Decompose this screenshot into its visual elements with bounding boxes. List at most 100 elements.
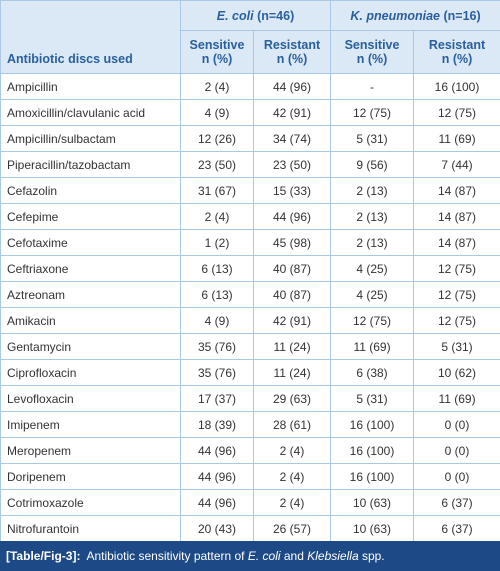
value-cell: 11 (69)	[330, 333, 415, 360]
group-n: (n=46)	[257, 8, 295, 23]
table-row: Aztreonam 6 (13) 40 (87) 4 (25) 12 (75)	[0, 281, 500, 308]
value-cell: 16 (100)	[330, 437, 415, 464]
value-cell: 12 (75)	[413, 99, 500, 126]
header-cell: Resistant n (%)	[413, 30, 500, 74]
value-cell: 4 (9)	[180, 99, 254, 126]
value-cell: 16 (100)	[413, 73, 500, 100]
value-cell: 42 (91)	[252, 99, 332, 126]
sensitivity-table: Antibiotic discs used E. coli (n=46) K. …	[0, 0, 500, 542]
table-row: Meropenem 44 (96) 2 (4) 16 (100) 0 (0)	[0, 437, 500, 464]
group-n: (n=16)	[443, 8, 481, 23]
antibiotic-name: Ampicillin/sulbactam	[0, 125, 181, 152]
value-cell: 15 (33)	[252, 177, 332, 204]
value-cell: 0 (0)	[413, 437, 500, 464]
value-cell: 29 (63)	[252, 385, 332, 412]
value-cell: 44 (96)	[252, 203, 332, 230]
value-cell: 1 (2)	[180, 229, 254, 256]
table-row: Levofloxacin 17 (37) 29 (63) 5 (31) 11 (69)	[0, 385, 500, 412]
value-cell: 6 (13)	[180, 255, 254, 282]
antibiotic-name: Cefotaxime	[0, 229, 181, 256]
value-cell: 2 (4)	[252, 437, 332, 464]
antibiotic-name: Ceftriaxone	[0, 255, 181, 282]
antibiotic-name: Piperacillin/tazobactam	[0, 151, 181, 178]
header-line: Resistant	[263, 38, 321, 52]
value-cell: 6 (38)	[330, 359, 415, 386]
value-cell: 35 (76)	[180, 333, 254, 360]
header-cell: Antibiotic discs used	[0, 0, 181, 74]
value-cell: 28 (61)	[252, 411, 332, 438]
antibiotic-name: Amikacin	[0, 307, 181, 334]
value-cell: 4 (25)	[330, 255, 415, 282]
antibiotic-name: Cefepime	[0, 203, 181, 230]
table-row: Imipenem 18 (39) 28 (61) 16 (100) 0 (0)	[0, 411, 500, 438]
antibiotic-name: Gentamycin	[0, 333, 181, 360]
table-row: Amikacin 4 (9) 42 (91) 12 (75) 12 (75)	[0, 307, 500, 334]
value-cell: 2 (4)	[252, 463, 332, 490]
caption-text: Klebsiella	[307, 549, 359, 563]
organism: E. coli	[216, 8, 254, 23]
value-cell: 12 (75)	[413, 255, 500, 282]
header-row: Antibiotic discs used E. coli (n=46) K. …	[0, 0, 500, 74]
value-cell: 44 (96)	[252, 73, 332, 100]
value-cell: 34 (74)	[252, 125, 332, 152]
value-cell: 42 (91)	[252, 307, 332, 334]
header-cell: Sensitive n (%)	[330, 30, 415, 74]
antibiotic-name: Cotrimoxazole	[0, 489, 181, 516]
antibiotic-name: Nitrofurantoin	[0, 515, 181, 542]
antibiotic-name: Ampicillin	[0, 73, 181, 100]
value-cell: 14 (87)	[413, 177, 500, 204]
value-cell: 16 (100)	[330, 463, 415, 490]
value-cell: 12 (75)	[330, 307, 415, 334]
value-cell: 6 (13)	[180, 281, 254, 308]
value-cell: 7 (44)	[413, 151, 500, 178]
value-cell: 11 (24)	[252, 333, 332, 360]
header-line: Resistant	[428, 38, 486, 52]
value-cell: 2 (4)	[180, 203, 254, 230]
header-cell: Sensitive n (%)	[180, 30, 254, 74]
value-cell: 18 (39)	[180, 411, 254, 438]
caption-label: [Table/Fig-3]:	[6, 549, 81, 563]
antibiotic-name: Aztreonam	[0, 281, 181, 308]
table-row: Ampicillin 2 (4) 44 (96) -16 (100)	[0, 73, 500, 100]
table-row: Amoxicillin/clavulanic acid 4 (9) 42 (91) 1…	[0, 99, 500, 126]
value-cell: 11 (69)	[413, 385, 500, 412]
value-cell: 6 (37)	[413, 489, 500, 516]
table-row: Cefotaxime 1 (2) 45 (98) 2 (13) 14 (87)	[0, 229, 500, 256]
table-row: Cefepime 2 (4) 44 (96) 2 (13) 14 (87)	[0, 203, 500, 230]
table-row: Cefazolin 31 (67) 15 (33) 2 (13) 14 (87)	[0, 177, 500, 204]
table-row: Nitrofurantoin 20 (43) 26 (57) 10 (63) 6 (37…	[0, 515, 500, 542]
value-cell: -	[330, 73, 415, 100]
header-cell: E. coli (n=46)	[179, 0, 332, 31]
value-cell: 4 (25)	[330, 281, 415, 308]
value-cell: 14 (87)	[413, 229, 500, 256]
header-line: Sensitive	[344, 38, 400, 52]
table-row: Piperacillin/tazobactam 23 (50) 23 (50) 9 (…	[0, 151, 500, 178]
value-cell: 5 (31)	[330, 125, 415, 152]
value-cell: 4 (9)	[180, 307, 254, 334]
header-line: Sensitive	[189, 38, 245, 52]
value-cell: 12 (26)	[180, 125, 254, 152]
value-cell: 0 (0)	[413, 411, 500, 438]
value-cell: 26 (57)	[252, 515, 332, 542]
value-cell: 2 (13)	[330, 229, 415, 256]
table-row: Doripenem 44 (96) 2 (4) 16 (100) 0 (0)	[0, 463, 500, 490]
value-cell: 2 (4)	[252, 489, 332, 516]
caption-text: spp.	[358, 549, 385, 563]
value-cell: 2 (13)	[330, 203, 415, 230]
value-cell: 9 (56)	[330, 151, 415, 178]
value-cell: 10 (63)	[330, 515, 415, 542]
table-body: Ampicillin 2 (4) 44 (96) -16 (100) Amoxicill…	[0, 73, 500, 542]
table-row: Ciprofloxacin 35 (76) 11 (24) 6 (38) 10 (62)	[0, 359, 500, 386]
value-cell: 5 (31)	[413, 333, 500, 360]
caption-text: and	[280, 549, 308, 563]
value-cell: 11 (69)	[413, 125, 500, 152]
value-cell: 2 (13)	[330, 177, 415, 204]
value-cell: 12 (75)	[413, 307, 500, 334]
value-cell: 31 (67)	[180, 177, 254, 204]
antibiotic-name: Meropenem	[0, 437, 181, 464]
value-cell: 16 (100)	[330, 411, 415, 438]
value-cell: 20 (43)	[180, 515, 254, 542]
table-head: Antibiotic discs used E. coli (n=46) K. …	[0, 0, 500, 74]
value-cell: 12 (75)	[330, 99, 415, 126]
